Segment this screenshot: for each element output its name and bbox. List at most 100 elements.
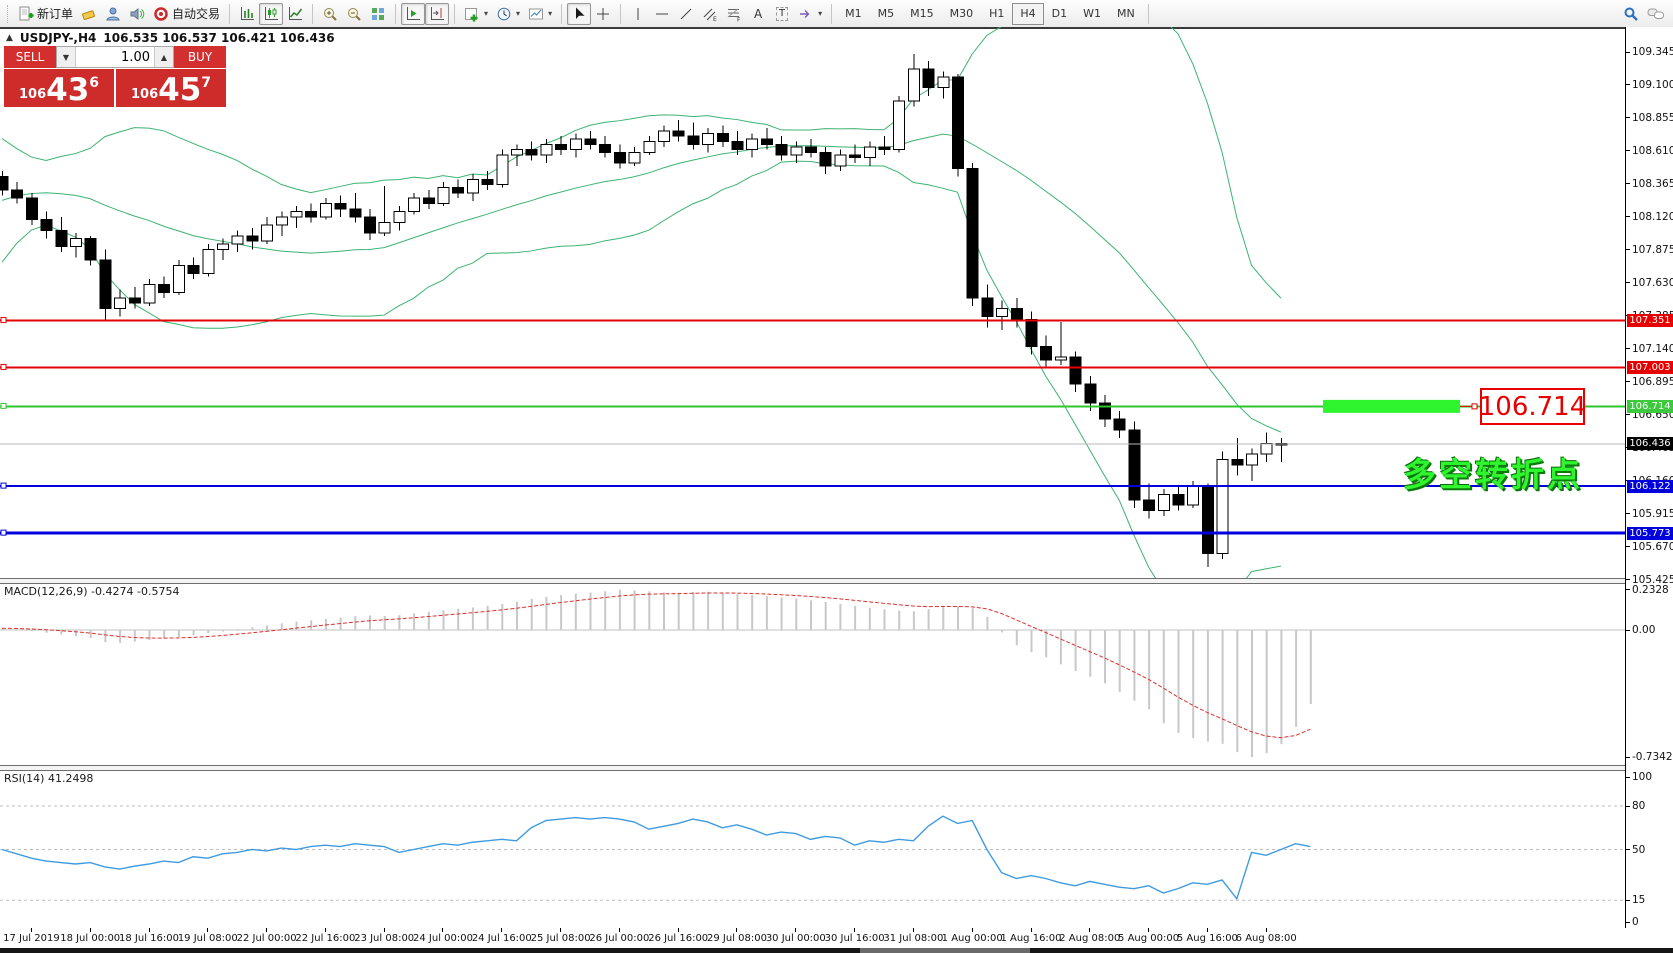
timeframe-h1-button[interactable]: H1	[989, 7, 1005, 20]
level-highlight-bar[interactable]	[1323, 399, 1460, 413]
svg-text:F: F	[737, 16, 741, 22]
auto-scroll-button[interactable]	[401, 2, 426, 25]
volume-decrease-button[interactable]: ▼	[57, 47, 76, 67]
periods-button[interactable]: ▾	[492, 3, 524, 25]
trendline-tool-button[interactable]	[674, 3, 698, 25]
candlestick-chart-button[interactable]	[259, 2, 284, 25]
eraser-button[interactable]	[77, 3, 101, 25]
bar-chart-button[interactable]	[235, 3, 259, 25]
tile-windows-button[interactable]	[366, 3, 390, 25]
bollinger-lower-band[interactable]	[1, 160, 1281, 580]
candle-bullish	[290, 211, 303, 218]
vertical-line-tool-button[interactable]	[626, 3, 650, 25]
search-button[interactable]	[1619, 3, 1643, 25]
buy-button[interactable]: BUY	[174, 46, 226, 68]
profile-button[interactable]	[101, 3, 125, 25]
macd-label: MACD(12,26,9) -0.4274 -0.5754	[4, 585, 180, 598]
macd-plot[interactable]	[0, 582, 1625, 765]
time-label: 19 Jul 08:00	[177, 933, 238, 944]
indicators-button[interactable]: ▾	[460, 3, 492, 25]
line-anchor[interactable]	[0, 402, 7, 409]
candle-bullish	[466, 178, 479, 194]
buy-price-figure: 106	[130, 87, 159, 102]
trendline-icon	[678, 6, 694, 22]
timeframe-mn-button[interactable]: MN	[1117, 7, 1135, 20]
chat-button[interactable]	[1643, 3, 1669, 25]
time-label: 29 Jul 08:00	[707, 933, 767, 944]
axis-tick	[1626, 546, 1630, 547]
time-tick	[149, 928, 150, 932]
equidistant-channel-icon: E	[702, 6, 718, 22]
time-tick	[795, 928, 796, 932]
cursor-button[interactable]	[567, 2, 592, 25]
autotrade-button[interactable]: 自动交易	[149, 3, 224, 25]
sell-price-tile[interactable]: 106 43 6	[4, 69, 114, 107]
arrows-tool-button[interactable]: ▾	[794, 3, 826, 25]
chart-shift-button[interactable]	[425, 2, 450, 25]
timeframe-m1-button[interactable]: M1	[845, 7, 862, 20]
collapse-toggle-icon[interactable]: ▲	[6, 33, 13, 43]
candle-bearish	[952, 76, 964, 170]
timeframe-d1-button[interactable]: D1	[1051, 7, 1068, 20]
candle-bearish	[1113, 418, 1126, 431]
rsi-line[interactable]	[1, 815, 1311, 901]
pane-divider[interactable]	[0, 765, 1673, 771]
level-price-label[interactable]: 106.714	[1479, 388, 1586, 425]
new-order-label: 新订单	[37, 7, 74, 21]
sound-button[interactable]	[125, 3, 149, 25]
horizontal-line-tool-button[interactable]	[650, 3, 674, 25]
candle-bullish	[658, 130, 670, 143]
candle-bullish	[231, 235, 244, 245]
line-anchor[interactable]	[0, 529, 7, 536]
new-order-button[interactable]: 新订单	[14, 3, 77, 25]
candle-bearish	[805, 146, 817, 153]
rs i-plot[interactable]	[0, 769, 1625, 928]
timeframe-m30-button[interactable]: M30	[949, 7, 974, 20]
timeframe-m15-button[interactable]: M15	[910, 7, 934, 20]
timeframe-h4-button[interactable]: H4	[1012, 2, 1044, 25]
time-label: 24 Jul 16:00	[471, 933, 532, 944]
volume-increase-button[interactable]: ▲	[154, 47, 173, 67]
axis-tick	[1626, 348, 1630, 349]
candle-bullish	[393, 211, 406, 223]
macd-signal-line[interactable]	[1, 592, 1311, 739]
candle-bullish	[702, 132, 715, 145]
line-anchor[interactable]	[0, 317, 7, 324]
auto-scroll-icon	[405, 6, 421, 22]
turning-point-annotation[interactable]: 多空转折点	[1403, 455, 1583, 494]
text-tool-button[interactable]: A	[746, 3, 770, 25]
line-anchor[interactable]	[0, 363, 7, 370]
pane-divider[interactable]	[0, 578, 1673, 584]
candle-bearish	[1025, 318, 1038, 347]
line-anchor[interactable]	[0, 482, 7, 489]
time-label: 22 Jul 00:00	[236, 933, 297, 944]
fibonacci-icon: F	[726, 6, 742, 22]
fibonacci-tool-button[interactable]: F	[722, 3, 746, 25]
channel-tool-button[interactable]: E	[698, 3, 722, 25]
text-label-tool-button[interactable]: T	[770, 3, 794, 25]
templates-button[interactable]: ▾	[524, 3, 556, 25]
sell-button[interactable]: SELL	[4, 46, 56, 68]
timeframe-m5-button[interactable]: M5	[877, 7, 895, 20]
zoom-out-button[interactable]	[342, 3, 366, 25]
crosshair-button[interactable]	[591, 3, 615, 25]
axis-tick	[1626, 513, 1630, 514]
buy-price-tile[interactable]: 106 45 7	[116, 69, 226, 107]
bollinger-middle-band[interactable]	[1, 133, 1282, 433]
line-anchor[interactable]	[1471, 403, 1478, 410]
zoom-in-button[interactable]	[318, 3, 342, 25]
candlestick-plot[interactable]	[0, 27, 1625, 580]
price-badge: 106.714	[1627, 399, 1673, 413]
volume-input[interactable]	[76, 47, 154, 67]
candle-bullish	[1187, 485, 1200, 506]
candle-bearish	[819, 151, 832, 167]
price-axis[interactable]: 109.345 109.100 108.855 108.610 108.365 108.1…	[1625, 27, 1673, 928]
bollinger-upper-band[interactable]	[1, 27, 1282, 299]
dropdown-caret-icon: ▾	[484, 9, 489, 18]
clock-icon	[496, 6, 512, 22]
time-axis[interactable]: 17 Jul 2019 18 Jul 00:00 18 Jul 16:00 19 Ju…	[0, 928, 1673, 948]
line-chart-button[interactable]	[283, 3, 307, 25]
timeframe-w1-button[interactable]: W1	[1083, 7, 1101, 20]
scrollbar-thumb[interactable]	[860, 948, 1030, 953]
